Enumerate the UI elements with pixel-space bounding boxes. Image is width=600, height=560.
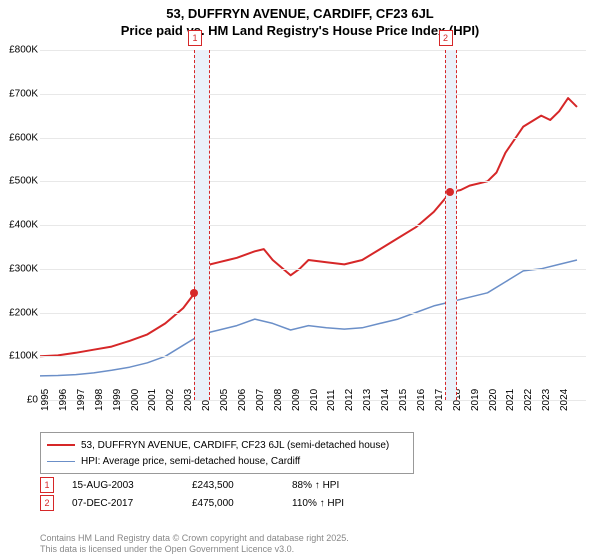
x-axis-label: 1995 [40, 389, 51, 411]
sale-idx-1: 1 [40, 477, 54, 493]
x-axis-label: 2016 [416, 389, 427, 411]
plot-area: £0£100K£200K£300K£400K£500K£600K£700K£80… [40, 50, 586, 401]
sale-price-2: £475,000 [192, 498, 292, 509]
y-axis-label: £300K [0, 263, 38, 274]
sale-ratio-1: 88% ↑ HPI [292, 480, 392, 491]
sale-marker: 1 [188, 30, 202, 46]
sale-date-2: 07-DEC-2017 [72, 498, 192, 509]
title-block: 53, DUFFRYN AVENUE, CARDIFF, CF23 6JL Pr… [0, 0, 600, 40]
x-axis-label: 2021 [505, 389, 516, 411]
gridline [40, 225, 586, 226]
y-axis-label: £100K [0, 351, 38, 362]
series-line [40, 260, 577, 376]
y-axis-label: £600K [0, 132, 38, 143]
gridline [40, 50, 586, 51]
legend-swatch-hpi [47, 461, 75, 462]
footer: Contains HM Land Registry data © Crown c… [40, 533, 349, 556]
x-axis-label: 2008 [273, 389, 284, 411]
x-axis-label: 2013 [362, 389, 373, 411]
x-axis-label: 2020 [488, 389, 499, 411]
x-axis-label: 2001 [147, 389, 158, 411]
sales-row-1: 1 15-AUG-2003 £243,500 88% ↑ HPI [40, 476, 392, 494]
x-axis-label: 2005 [219, 389, 230, 411]
legend-swatch-property [47, 444, 75, 446]
x-axis-label: 2011 [326, 389, 337, 411]
sale-band [194, 50, 210, 400]
sale-point [190, 289, 198, 297]
y-axis-label: £800K [0, 45, 38, 56]
gridline [40, 181, 586, 182]
sale-ratio-2: 110% ↑ HPI [292, 498, 392, 509]
y-axis-label: £400K [0, 220, 38, 231]
y-axis-label: £700K [0, 88, 38, 99]
legend-row-hpi: HPI: Average price, semi-detached house,… [47, 453, 407, 469]
sale-date-1: 15-AUG-2003 [72, 480, 192, 491]
sales-row-2: 2 07-DEC-2017 £475,000 110% ↑ HPI [40, 494, 392, 512]
chart-container: 53, DUFFRYN AVENUE, CARDIFF, CF23 6JL Pr… [0, 0, 600, 560]
legend-label-hpi: HPI: Average price, semi-detached house,… [81, 456, 300, 467]
y-axis-label: £0 [0, 395, 38, 406]
gridline [40, 269, 586, 270]
x-axis-label: 2012 [344, 389, 355, 411]
gridline [40, 138, 586, 139]
x-axis-label: 2022 [523, 389, 534, 411]
x-axis-label: 2010 [309, 389, 320, 411]
x-axis-label: 2017 [434, 389, 445, 411]
gridline [40, 313, 586, 314]
x-axis-label: 1997 [76, 389, 87, 411]
x-axis-label: 1999 [112, 389, 123, 411]
x-axis-label: 2014 [380, 389, 391, 411]
x-axis-label: 1998 [94, 389, 105, 411]
legend-label-property: 53, DUFFRYN AVENUE, CARDIFF, CF23 6JL (s… [81, 440, 389, 451]
x-axis-label: 2007 [255, 389, 266, 411]
sale-idx-2: 2 [40, 495, 54, 511]
x-axis-label: 2003 [183, 389, 194, 411]
sales-table: 1 15-AUG-2003 £243,500 88% ↑ HPI 2 07-DE… [40, 476, 392, 512]
sale-point [446, 188, 454, 196]
sale-band [445, 50, 458, 400]
y-axis-label: £500K [0, 176, 38, 187]
x-axis-label: 2019 [470, 389, 481, 411]
gridline [40, 94, 586, 95]
x-axis-label: 2002 [165, 389, 176, 411]
legend-box: 53, DUFFRYN AVENUE, CARDIFF, CF23 6JL (s… [40, 432, 414, 474]
sale-price-1: £243,500 [192, 480, 292, 491]
y-axis-label: £200K [0, 307, 38, 318]
x-axis-label: 2009 [291, 389, 302, 411]
title-line1: 53, DUFFRYN AVENUE, CARDIFF, CF23 6JL [0, 6, 600, 23]
title-line2: Price paid vs. HM Land Registry's House … [0, 23, 600, 40]
x-axis-label: 2024 [559, 389, 570, 411]
x-axis-label: 2015 [398, 389, 409, 411]
x-axis-label: 2006 [237, 389, 248, 411]
x-axis-label: 2023 [541, 389, 552, 411]
legend-row-property: 53, DUFFRYN AVENUE, CARDIFF, CF23 6JL (s… [47, 437, 407, 453]
sale-marker: 2 [439, 30, 453, 46]
x-axis-label: 2000 [130, 389, 141, 411]
x-axis-label: 1996 [58, 389, 69, 411]
gridline [40, 356, 586, 357]
footer-line1: Contains HM Land Registry data © Crown c… [40, 533, 349, 545]
footer-line2: This data is licensed under the Open Gov… [40, 544, 349, 556]
